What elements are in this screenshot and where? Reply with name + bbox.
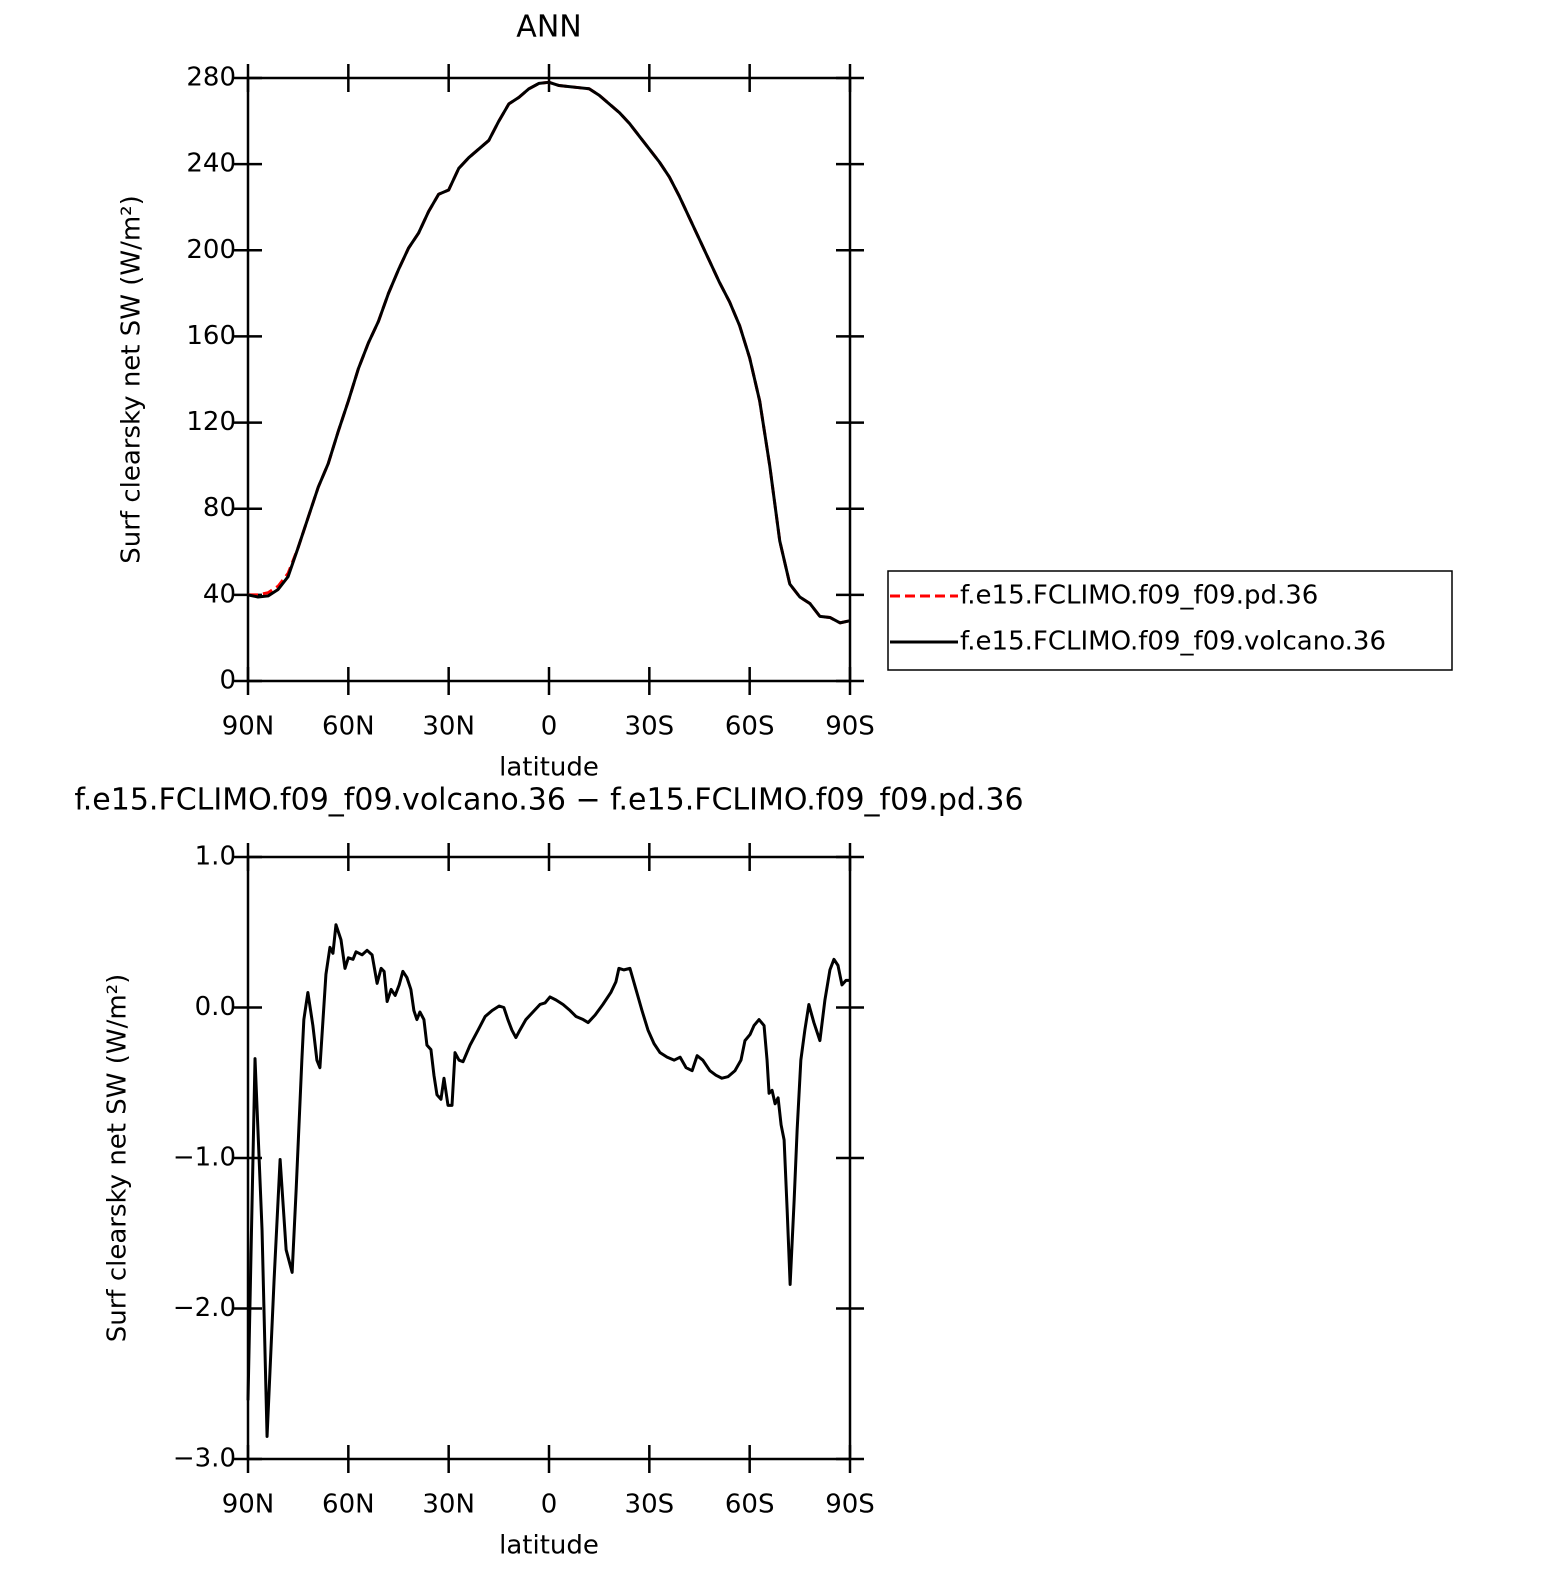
legend-box bbox=[887, 570, 1453, 671]
legend-label: f.e15.FCLIMO.f09_f09.pd.36 bbox=[960, 581, 1318, 611]
x-axis-title: latitude bbox=[499, 1531, 599, 1561]
x-tick-label: 30N bbox=[422, 712, 475, 742]
plot-frame bbox=[246, 855, 852, 1461]
y-tick-label: 1.0 bbox=[195, 842, 236, 872]
y-tick-label: 240 bbox=[186, 149, 236, 179]
y-tick-label: −1.0 bbox=[173, 1143, 236, 1173]
y-tick-label: 280 bbox=[186, 63, 236, 93]
legend-label: f.e15.FCLIMO.f09_f09.volcano.36 bbox=[960, 627, 1386, 657]
y-tick-label: 160 bbox=[186, 321, 236, 351]
y-axis-title: Surf clearsky net SW (W/m²) bbox=[103, 974, 133, 1342]
x-tick-label: 60S bbox=[725, 1490, 775, 1520]
data-line bbox=[247, 80, 851, 625]
x-tick-label: 90S bbox=[825, 712, 875, 742]
x-tick-label: 0 bbox=[541, 1490, 558, 1520]
y-axis-title: Surf clearsky net SW (W/m²) bbox=[117, 195, 147, 563]
y-tick-label: −2.0 bbox=[173, 1293, 236, 1323]
y-tick-label: −3.0 bbox=[173, 1444, 236, 1474]
chart-title: f.e15.FCLIMO.f09_f09.volcano.36 − f.e15.… bbox=[74, 783, 1023, 818]
x-tick-label: 90S bbox=[825, 1490, 875, 1520]
x-axis-title: latitude bbox=[499, 753, 599, 783]
y-tick-label: 0 bbox=[219, 666, 236, 696]
x-tick-label: 30S bbox=[625, 1490, 675, 1520]
y-tick-label: 80 bbox=[203, 493, 236, 523]
data-line bbox=[248, 80, 851, 625]
x-tick-label: 60S bbox=[725, 712, 775, 742]
x-tick-label: 60N bbox=[322, 712, 375, 742]
x-tick-label: 0 bbox=[541, 712, 558, 742]
x-tick-label: 90N bbox=[222, 1490, 275, 1520]
x-tick-label: 30N bbox=[422, 1490, 475, 1520]
y-tick-label: 40 bbox=[203, 579, 236, 609]
plot-frame bbox=[246, 76, 852, 683]
y-tick-label: 120 bbox=[186, 407, 236, 437]
x-tick-label: 90N bbox=[222, 712, 275, 742]
y-tick-label: 200 bbox=[186, 235, 236, 265]
chart-title: ANN bbox=[516, 10, 581, 45]
data-line bbox=[246, 923, 850, 1438]
x-tick-label: 30S bbox=[625, 712, 675, 742]
x-tick-label: 60N bbox=[322, 1490, 375, 1520]
y-tick-label: 0.0 bbox=[195, 992, 236, 1022]
